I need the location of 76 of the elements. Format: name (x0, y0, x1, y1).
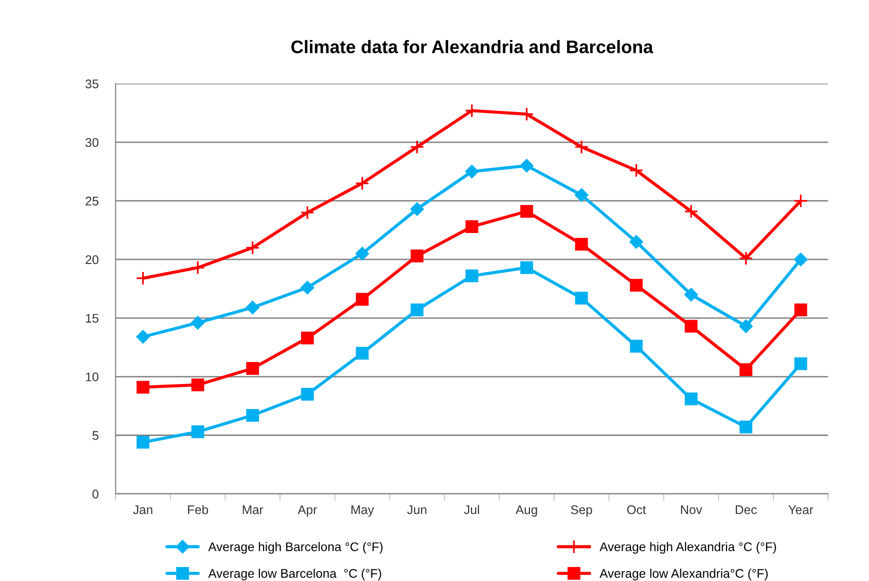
point (191, 425, 204, 438)
point (738, 251, 754, 266)
point (465, 220, 478, 234)
point (740, 420, 752, 434)
point (684, 288, 698, 302)
y-tick-label: 15 (86, 314, 98, 323)
point (301, 332, 314, 344)
x-tick-label: Jan (133, 505, 152, 514)
point (300, 280, 314, 294)
legend-label: Average high Alexandria °C (°F) (600, 542, 776, 554)
point (575, 238, 588, 251)
point (684, 320, 698, 333)
point (136, 271, 150, 286)
point (574, 188, 588, 202)
y-tick-label: 10 (86, 372, 98, 382)
point (520, 205, 534, 218)
point (410, 303, 424, 316)
chart-title: Climate data for Alexandria and Barcelona (291, 40, 654, 54)
point (136, 330, 150, 344)
point (575, 292, 588, 305)
point (356, 246, 369, 260)
point (246, 408, 259, 422)
point (684, 392, 698, 406)
point (246, 362, 259, 375)
x-tick-label: Feb (188, 504, 208, 514)
x-tick-label: Oct (627, 505, 646, 514)
point (190, 260, 205, 275)
legend-label: Average high Barcelona °C (°F) (208, 542, 383, 554)
point (246, 300, 260, 314)
point (630, 278, 643, 292)
point (410, 140, 424, 154)
point (465, 164, 479, 178)
x-tick-label: May (351, 505, 374, 517)
point (574, 140, 589, 154)
x-tick-label: Sep (570, 505, 592, 517)
point (520, 261, 534, 274)
point (739, 320, 753, 333)
x-tick-label: Jul (464, 504, 480, 514)
x-tick-label: Apr (298, 505, 317, 517)
y-tick-label: 30 (85, 138, 98, 147)
point (356, 346, 369, 360)
legend-label: Average low Barcelona °C (°F) (208, 568, 382, 580)
point (630, 340, 643, 353)
x-tick-label: Dec (736, 505, 757, 514)
x-tick-label: Mar (242, 505, 264, 514)
point (794, 357, 808, 370)
point (191, 316, 205, 330)
x-tick-label: Nov (681, 505, 702, 514)
point (465, 269, 478, 282)
point (740, 363, 752, 376)
y-tick-label: 0 (92, 490, 98, 498)
x-tick-label: Jun (407, 505, 426, 514)
point (794, 303, 808, 316)
point (794, 252, 808, 266)
point (246, 240, 260, 255)
x-tick-label: Aug (516, 505, 537, 517)
y-tick-label: 5 (92, 431, 98, 440)
y-tick-label: 25 (86, 196, 98, 206)
x-tick-label: Year (788, 505, 814, 514)
y-tick-label: 35 (85, 79, 98, 88)
point (630, 235, 644, 249)
point (684, 204, 698, 218)
point (410, 250, 424, 262)
point (410, 202, 424, 216)
point (300, 205, 315, 220)
point (191, 378, 204, 392)
point (136, 436, 150, 449)
legend-label: Average low Alexandria°C (°F) (600, 568, 768, 580)
point (136, 380, 150, 394)
point (301, 388, 314, 401)
point (794, 194, 808, 208)
point (520, 158, 534, 172)
point (356, 292, 369, 306)
y-tick-label: 20 (86, 255, 98, 264)
point (629, 163, 644, 178)
point (355, 176, 370, 190)
